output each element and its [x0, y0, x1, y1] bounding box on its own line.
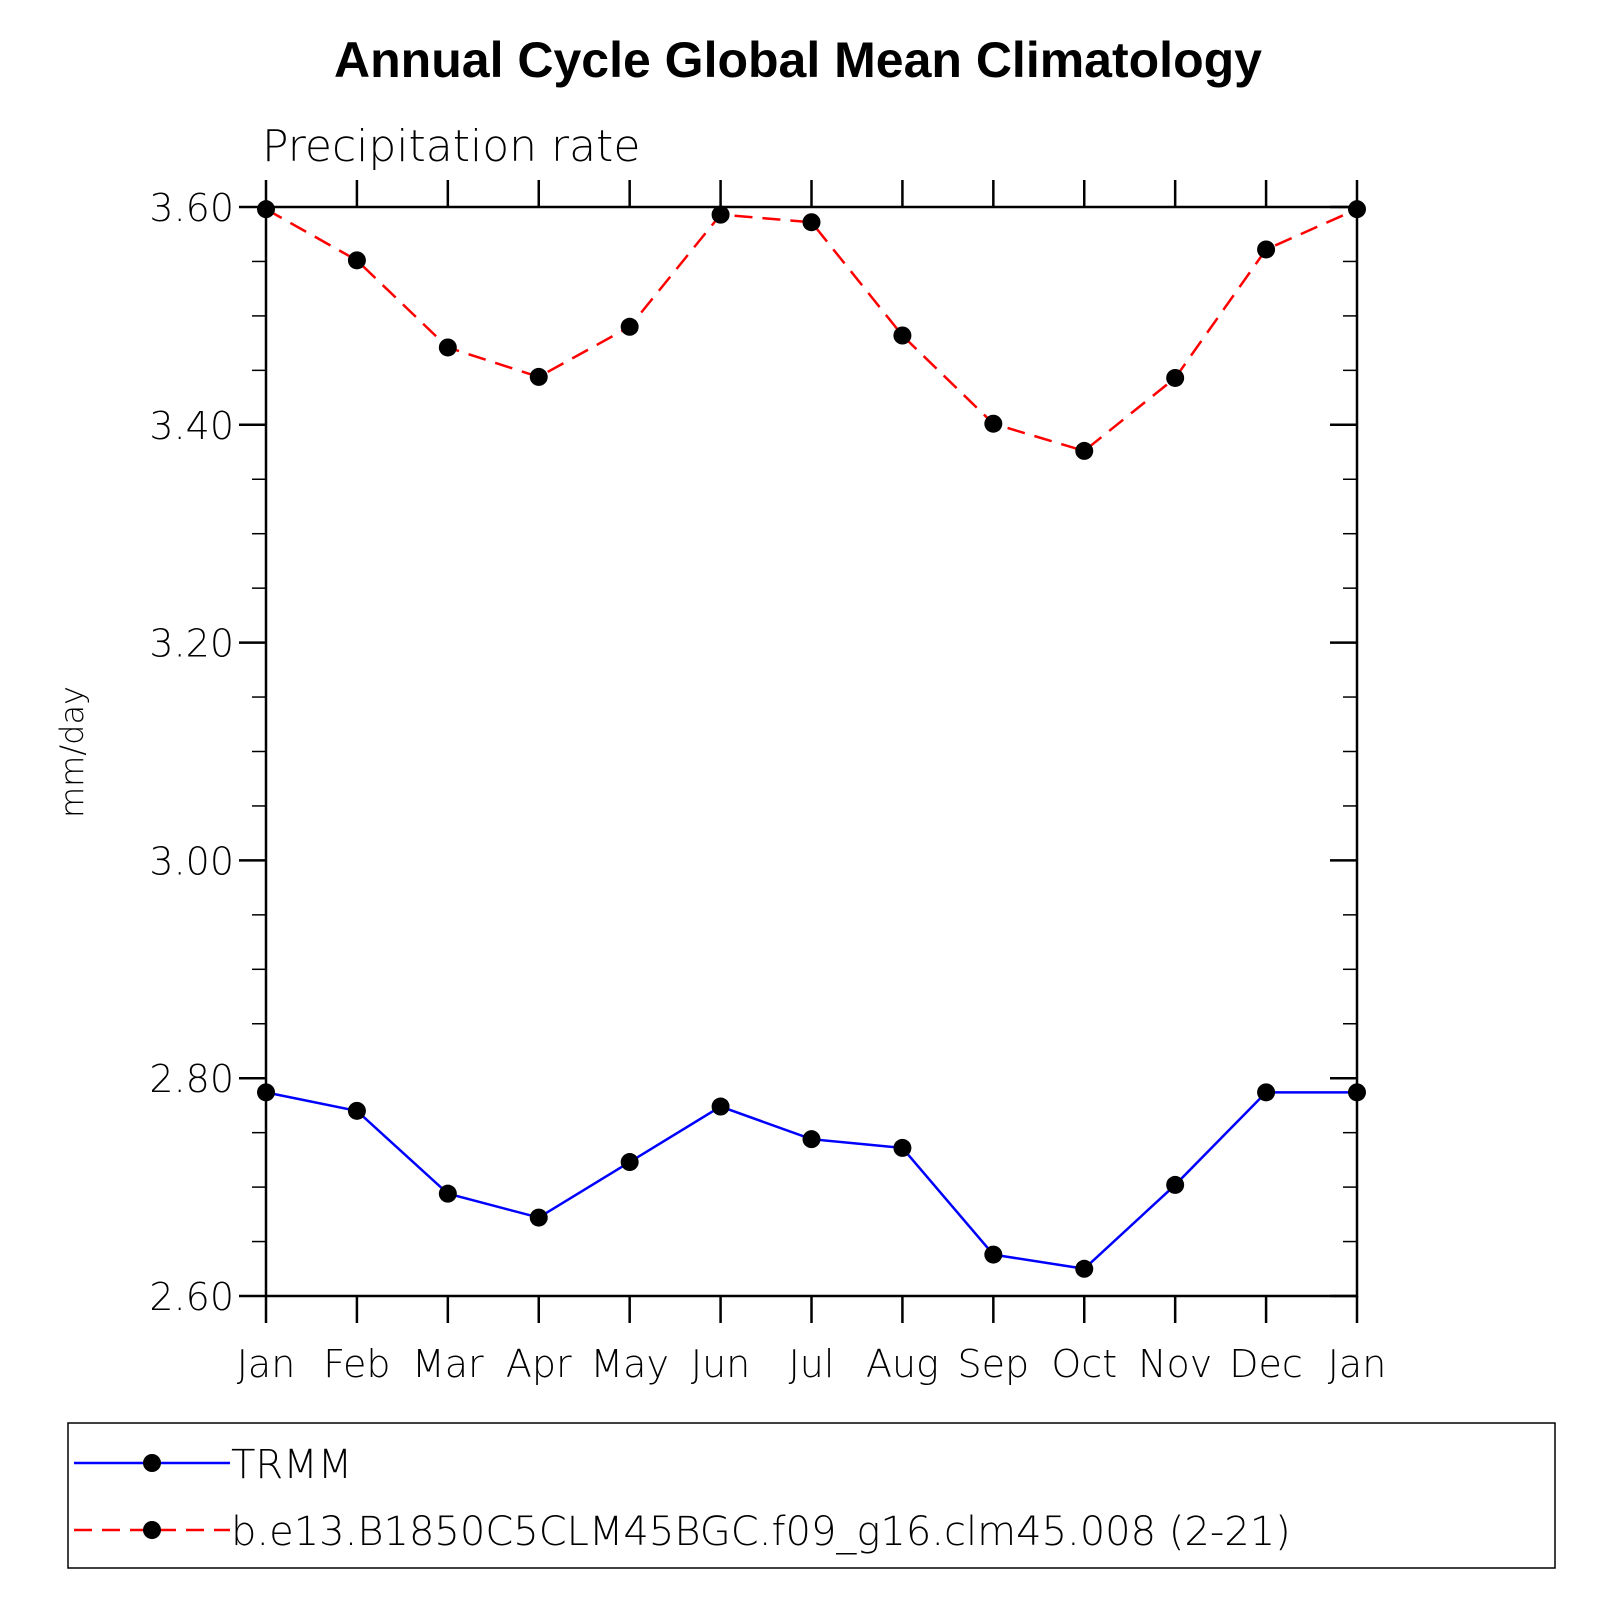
data-point-0-4 — [620, 1153, 639, 1172]
axis-ticks — [239, 180, 1359, 1323]
series-layer — [257, 200, 1366, 1278]
x-tick-label: Dec — [1229, 1342, 1303, 1386]
data-point-0-8 — [984, 1245, 1003, 1264]
x-tick-label: Jan — [237, 1342, 296, 1386]
legend-label-trmm: TRMM — [231, 1442, 352, 1488]
x-tick-label: Nov — [1138, 1342, 1212, 1386]
data-point-0-2 — [438, 1184, 457, 1203]
data-point-0-10 — [1166, 1175, 1185, 1194]
data-point-1-7 — [893, 326, 912, 345]
data-point-0-3 — [529, 1208, 548, 1227]
data-point-1-0 — [257, 200, 275, 219]
data-point-1-10 — [1166, 368, 1185, 387]
data-point-1-3 — [529, 367, 548, 386]
x-tick-label: Mar — [412, 1342, 484, 1386]
x-tick-label: Aug — [866, 1342, 939, 1386]
y-tick-label: 3.00 — [149, 839, 234, 883]
data-point-0-11 — [1257, 1083, 1276, 1102]
chart-title: Annual Cycle Global Mean Climatology — [334, 32, 1262, 88]
y-axis-label: mm/day — [53, 686, 91, 818]
data-point-1-12 — [1348, 200, 1366, 219]
data-point-0-7 — [893, 1138, 912, 1157]
data-point-0-1 — [347, 1101, 366, 1120]
x-tick-label: Jul — [789, 1342, 835, 1386]
data-point-0-5 — [711, 1097, 730, 1116]
data-point-1-6 — [802, 213, 821, 232]
y-tick-label: 3.20 — [149, 622, 234, 666]
x-tick-label: Apr — [506, 1342, 572, 1386]
legend-box — [67, 1422, 1556, 1569]
x-tick-label: Feb — [323, 1342, 390, 1386]
x-tick-label: Oct — [1051, 1342, 1117, 1386]
data-point-0-6 — [802, 1130, 821, 1149]
data-point-1-11 — [1257, 240, 1276, 259]
y-tick-label: 2.60 — [149, 1275, 234, 1319]
x-tick-labels: Jan Feb Mar Apr May Jun Jul Aug Sep Oct Nov Dec Jan — [237, 1342, 1387, 1386]
data-point-0-0 — [257, 1083, 275, 1102]
y-tick-label: 3.60 — [149, 186, 234, 230]
legend-entry-model: b.e13.B1850C5CLM45BGC.f09_g16.clm45.008 … — [74, 1509, 1291, 1555]
data-point-0-9 — [1075, 1259, 1094, 1278]
legend-marker-trmm — [143, 1454, 161, 1472]
y-tick-labels: 2.60 2.80 3.00 3.20 3.40 3.60 — [149, 186, 234, 1319]
series-line-1 — [265, 208, 1358, 453]
data-point-1-1 — [347, 251, 366, 270]
x-tick-label: Jun — [691, 1342, 750, 1386]
legend-entry-trmm: TRMM — [74, 1442, 352, 1488]
data-point-1-4 — [620, 317, 639, 336]
legend-marker-model — [143, 1521, 161, 1539]
x-tick-label: Sep — [958, 1342, 1030, 1386]
data-point-0-12 — [1348, 1083, 1366, 1102]
y-tick-label: 3.40 — [149, 404, 234, 448]
data-point-1-5 — [711, 205, 730, 224]
x-tick-label: May — [590, 1342, 669, 1386]
chart-subtitle: Precipitation rate — [262, 121, 640, 172]
y-tick-label: 2.80 — [149, 1057, 234, 1101]
data-point-1-9 — [1075, 441, 1094, 460]
series-line-0 — [265, 1091, 1357, 1271]
x-tick-label: Jan — [1328, 1342, 1387, 1386]
legend-label-model: b.e13.B1850C5CLM45BGC.f09_g16.clm45.008 … — [231, 1509, 1291, 1555]
data-point-1-8 — [984, 414, 1003, 433]
data-point-1-2 — [438, 338, 457, 357]
